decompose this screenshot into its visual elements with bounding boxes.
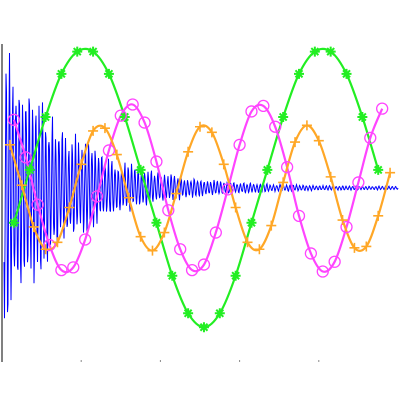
series-3-point-6 [76, 159, 87, 170]
series-1-point-19 [309, 46, 320, 57]
series-1-point-22 [357, 112, 368, 123]
series-3-point-17 [206, 127, 217, 138]
series-3-point-28 [337, 215, 348, 226]
series-2-point-14 [174, 243, 187, 256]
series-3-point-10 [123, 192, 134, 203]
series-3-point-25 [301, 120, 312, 131]
series-2-point-5 [67, 261, 80, 274]
series-2-point-0 [7, 113, 21, 126]
series-1-point-16 [262, 164, 273, 175]
series-3-point-18 [218, 159, 229, 170]
series-1-point-5 [88, 46, 99, 57]
series-3-point-3 [40, 244, 51, 255]
series-2-point-28 [340, 220, 353, 234]
series-2-point-10 [126, 98, 139, 111]
series-2-point-31 [376, 102, 389, 115]
series-2-point-9 [114, 109, 127, 122]
series-0-line [3, 52, 399, 319]
series-2-point-1 [19, 151, 32, 164]
series-3-point-2 [28, 221, 39, 232]
series-1-point-2 [40, 112, 51, 123]
series-1-point-23 [373, 164, 384, 175]
series-2-point-16 [197, 258, 211, 271]
series-2-point-23 [280, 160, 294, 174]
series-1-point-9 [151, 217, 162, 228]
series-3-point-27 [325, 171, 336, 182]
series-3-point-29 [349, 242, 360, 253]
series-3-point-30 [361, 241, 372, 252]
series-1-point-13 [214, 308, 225, 319]
series-3-point-4 [52, 237, 63, 248]
series-2-point-7 [90, 190, 104, 203]
series-1-point-1 [24, 164, 35, 175]
series-2-point-11 [138, 116, 151, 129]
series-1-point-12 [198, 322, 209, 333]
series-2-point-19 [233, 138, 246, 151]
series-3-point-26 [313, 135, 324, 146]
series-2-point-17 [209, 226, 222, 239]
series-2-point-8 [102, 144, 116, 157]
series-3-point-23 [278, 177, 289, 188]
series-3-point-5 [64, 202, 75, 213]
series-3-point-13 [159, 227, 170, 238]
series-1-point-17 [278, 112, 289, 123]
series-1-point-3 [56, 68, 67, 79]
series-3-point-15 [183, 146, 194, 157]
series-lines [3, 47, 399, 329]
series-2-point-27 [328, 255, 341, 268]
series-3-point-11 [135, 231, 146, 242]
series-3-point-32 [385, 167, 396, 178]
series-3-point-16 [195, 121, 205, 132]
series-1-point-20 [325, 46, 336, 57]
series-3-point-0 [4, 139, 15, 150]
series-markers [4, 46, 396, 333]
series-1-point-21 [341, 68, 352, 79]
series-3-point-24 [290, 137, 301, 148]
series-1-point-4 [72, 46, 83, 57]
series-3-point-31 [373, 210, 384, 221]
series-2-point-4 [55, 263, 68, 277]
series-1-point-8 [135, 164, 146, 175]
series-1-point-7 [119, 112, 130, 123]
series-1-point-15 [246, 217, 257, 228]
series-3-point-14 [171, 188, 182, 199]
series-2-point-13 [162, 204, 175, 217]
series-1-point-14 [230, 270, 241, 281]
series-3-point-9 [111, 149, 122, 160]
series-1-point-6 [103, 68, 114, 79]
series-2-point-22 [269, 120, 282, 133]
series-2-point-24 [292, 209, 306, 222]
series-2-point-12 [150, 155, 163, 168]
axes [1, 44, 320, 362]
series-2-point-20 [245, 105, 258, 118]
series-1-point-10 [167, 270, 178, 281]
series-3-point-7 [88, 125, 99, 136]
series-2-point-25 [304, 247, 318, 260]
series-2-point-26 [316, 265, 329, 278]
series-2-point-18 [221, 183, 234, 196]
series-3-point-20 [242, 237, 253, 248]
series-3-point-22 [266, 220, 277, 231]
series-3-point-19 [230, 202, 241, 213]
series-1-point-11 [183, 308, 194, 319]
series-3-point-1 [16, 180, 27, 191]
series-3-point-12 [147, 245, 158, 256]
series-1-point-18 [294, 68, 304, 79]
series-2-point-15 [185, 263, 199, 277]
series-2-point-6 [79, 233, 92, 246]
series-3-point-21 [254, 244, 265, 255]
series-2-point-2 [31, 198, 44, 211]
series-2-point-29 [352, 176, 365, 189]
series-2-point-3 [43, 238, 56, 252]
series-2-point-21 [257, 99, 270, 113]
series-3-point-8 [99, 123, 110, 134]
series-1-point-0 [8, 217, 19, 228]
series-2-point-30 [364, 131, 377, 145]
